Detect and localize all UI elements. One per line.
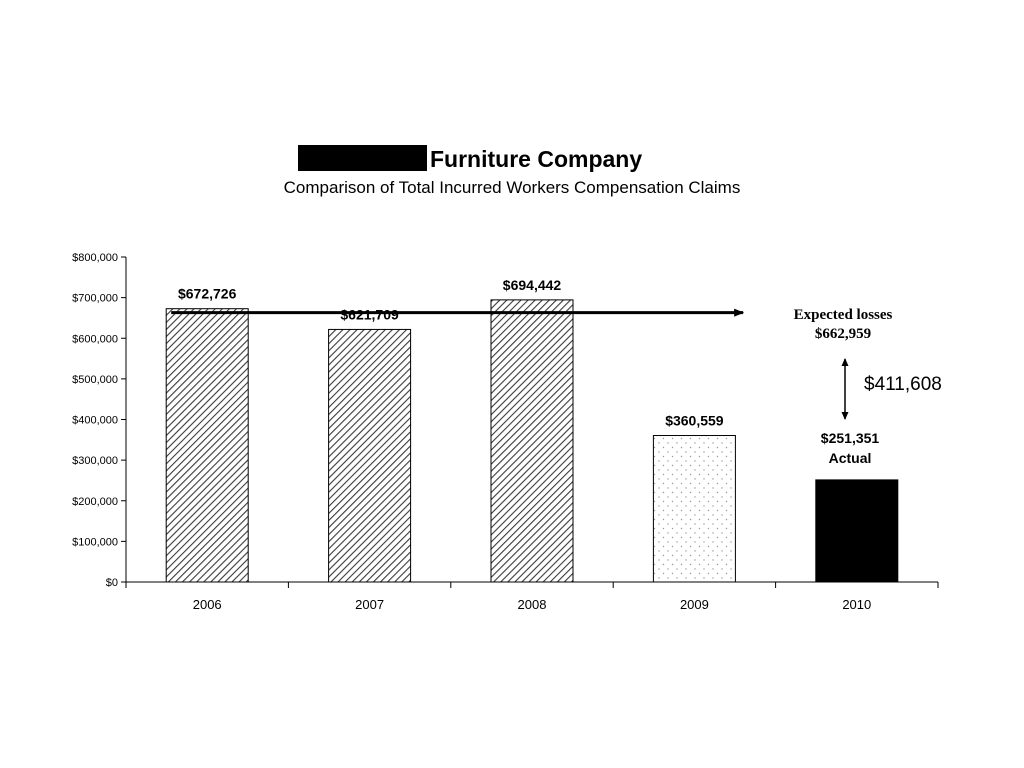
y-tick-label: $0 [106, 577, 118, 589]
data-label: $360,559 [665, 413, 724, 429]
data-label: $694,442 [503, 277, 562, 293]
y-tick-label: $700,000 [72, 293, 118, 305]
bar-2009 [652, 435, 736, 583]
x-tick-label: 2010 [842, 597, 871, 612]
bar-2007 [328, 328, 412, 583]
x-tick-label: 2006 [193, 597, 222, 612]
expected-losses-value: $662,959 [814, 326, 872, 342]
actual-label: Actual [828, 450, 872, 466]
x-tick-label: 2008 [518, 597, 547, 612]
y-tick-label: $100,000 [72, 536, 118, 548]
bar-2008 [490, 299, 574, 583]
x-tick-label: 2009 [680, 597, 709, 612]
data-label: $672,726 [178, 286, 237, 302]
expected-losses-label: Expected losses [793, 307, 893, 323]
y-tick-label: $600,000 [72, 333, 118, 345]
y-tick-label: $200,000 [72, 496, 118, 508]
actual-annotation: $251,351 Actual [808, 428, 892, 468]
redaction-block [298, 145, 427, 171]
chart-subtitle: Comparison of Total Incurred Workers Com… [283, 178, 741, 197]
y-tick-label: $400,000 [72, 415, 118, 427]
expected-losses-annotation: Expected losses $662,959 [770, 306, 916, 344]
y-tick-label: $800,000 [72, 252, 118, 264]
bar-2006 [165, 308, 249, 583]
y-tick-label: $300,000 [72, 455, 118, 467]
chart-title-row: Furniture Company [0, 144, 1024, 176]
x-tick-label: 2007 [355, 597, 384, 612]
actual-value: $251,351 [820, 430, 880, 446]
data-label: $621,709 [340, 306, 399, 322]
chart-title: Furniture Company [430, 146, 643, 172]
bar-2010 [815, 479, 899, 583]
y-tick-label: $500,000 [72, 374, 118, 386]
difference-label: $411,608 [864, 374, 942, 395]
